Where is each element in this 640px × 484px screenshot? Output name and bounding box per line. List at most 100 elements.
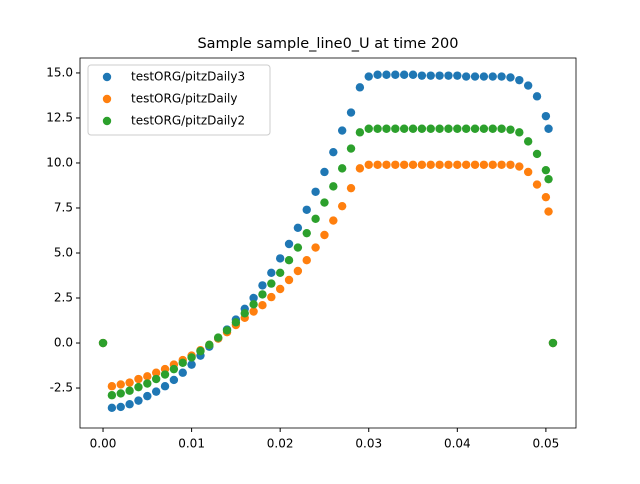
point xyxy=(346,144,356,153)
point xyxy=(364,124,373,133)
point xyxy=(470,160,480,169)
point xyxy=(320,230,329,240)
y-tick-label: 7.5 xyxy=(54,200,73,214)
point xyxy=(541,111,551,121)
point xyxy=(329,182,338,191)
point xyxy=(337,164,347,173)
point xyxy=(544,174,553,184)
point xyxy=(532,149,542,159)
point xyxy=(258,281,267,290)
point xyxy=(364,160,373,169)
point xyxy=(541,165,551,175)
point xyxy=(399,124,409,133)
point xyxy=(532,92,542,101)
point xyxy=(382,124,391,133)
point xyxy=(453,124,462,133)
point xyxy=(488,72,497,81)
point xyxy=(284,275,294,285)
point xyxy=(544,207,553,216)
point xyxy=(125,386,134,395)
point xyxy=(267,268,276,277)
point xyxy=(249,307,258,316)
point xyxy=(461,124,471,133)
point xyxy=(293,223,303,232)
point xyxy=(488,124,497,133)
point xyxy=(302,228,311,238)
point xyxy=(391,124,400,133)
point xyxy=(497,160,506,169)
point xyxy=(523,137,533,146)
point xyxy=(151,368,161,377)
legend-marker xyxy=(102,94,112,104)
x-tick-label: 0.04 xyxy=(444,437,471,451)
point xyxy=(435,71,444,80)
point xyxy=(205,340,214,350)
point xyxy=(107,391,117,400)
point xyxy=(178,368,187,377)
point xyxy=(258,301,267,310)
point xyxy=(302,205,311,214)
point xyxy=(355,164,365,173)
point xyxy=(311,214,320,223)
point xyxy=(116,402,125,412)
point xyxy=(373,160,382,169)
point xyxy=(355,128,365,137)
point xyxy=(258,290,267,299)
point xyxy=(302,255,311,265)
point xyxy=(143,391,152,401)
point xyxy=(116,380,125,389)
point xyxy=(249,300,258,309)
y-tick-label: 5.0 xyxy=(54,245,73,259)
point xyxy=(506,125,515,134)
point xyxy=(275,284,285,294)
point xyxy=(160,382,170,391)
point xyxy=(169,375,179,385)
point xyxy=(346,183,356,193)
point xyxy=(435,124,444,133)
chart-title: Sample sample_line0_U at time 200 xyxy=(197,36,458,52)
point xyxy=(532,180,542,189)
point xyxy=(284,239,294,249)
point xyxy=(125,400,134,409)
point xyxy=(497,124,506,133)
point xyxy=(479,124,489,133)
point xyxy=(240,309,249,318)
legend-label: testORG/pitzDaily2 xyxy=(131,114,245,128)
x-tick-label: 0.00 xyxy=(90,437,117,451)
point xyxy=(373,70,382,79)
point xyxy=(293,243,303,252)
legend-marker xyxy=(102,116,112,126)
point xyxy=(435,160,444,169)
point xyxy=(453,71,462,80)
y-tick-label: 12.5 xyxy=(46,110,73,124)
point xyxy=(134,396,143,405)
point xyxy=(187,353,196,362)
legend-label: testORG/pitzDaily3 xyxy=(131,70,245,84)
point xyxy=(373,124,382,133)
point xyxy=(267,292,276,302)
point xyxy=(497,72,506,81)
point xyxy=(311,243,320,252)
point xyxy=(275,254,285,263)
y-tick-label: 0.0 xyxy=(54,336,73,350)
y-tick-label: 10.0 xyxy=(46,155,73,169)
point xyxy=(399,70,409,79)
point xyxy=(151,374,161,384)
point xyxy=(479,72,489,81)
point xyxy=(196,346,205,356)
x-tick-label: 0.05 xyxy=(533,437,560,451)
point xyxy=(320,167,329,177)
point xyxy=(364,72,373,81)
point xyxy=(548,338,558,348)
point xyxy=(178,358,187,368)
point xyxy=(506,160,515,169)
point xyxy=(125,378,134,387)
point xyxy=(426,124,435,133)
point xyxy=(426,160,435,169)
point xyxy=(399,160,409,169)
point xyxy=(187,360,196,369)
point xyxy=(444,71,453,80)
point xyxy=(169,364,179,374)
point xyxy=(453,160,462,169)
